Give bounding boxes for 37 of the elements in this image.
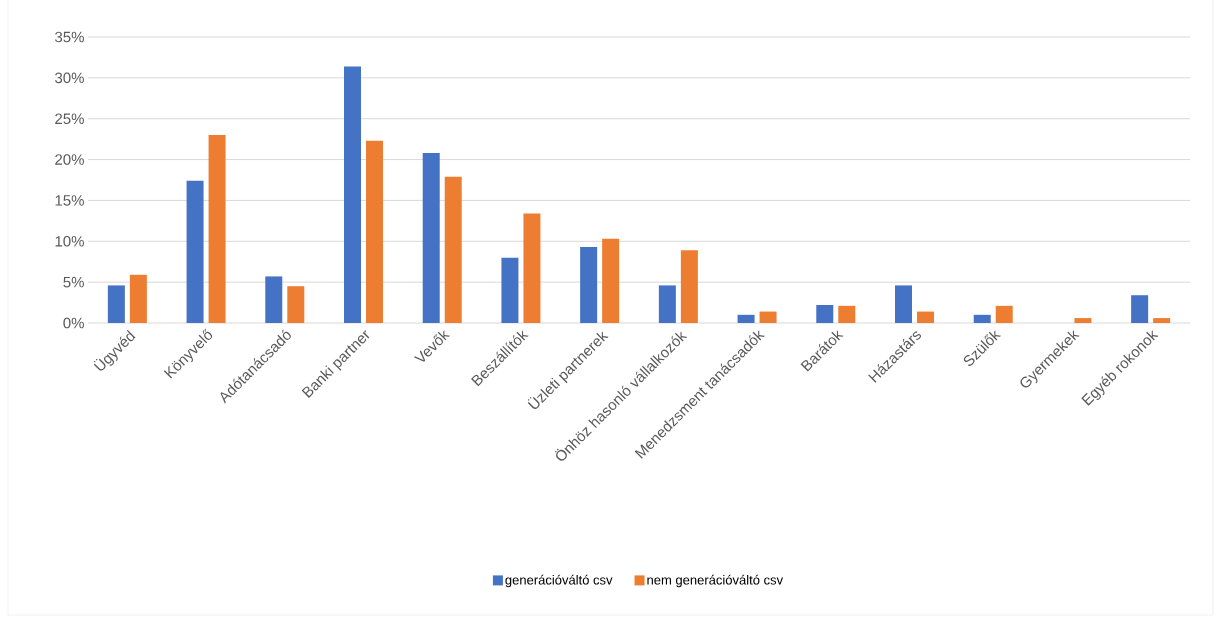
- bar: [680, 250, 698, 323]
- y-tick-label: 0%: [63, 317, 84, 329]
- bar: [995, 305, 1013, 323]
- bar: [838, 305, 856, 323]
- y-tick-label: 20%: [55, 154, 84, 165]
- bar: [444, 176, 462, 323]
- bar: [973, 314, 991, 323]
- bar: [366, 140, 383, 323]
- y-tick-label: 5%: [63, 276, 84, 288]
- bar: [208, 135, 226, 323]
- bar: [917, 311, 934, 323]
- bar: [895, 285, 912, 323]
- bar: [107, 285, 125, 323]
- bar: [737, 314, 755, 323]
- bar: [602, 238, 620, 323]
- bar: [1153, 318, 1171, 323]
- bar: [265, 276, 283, 323]
- bar: [344, 66, 361, 323]
- bar: [1074, 318, 1092, 323]
- bar: [759, 311, 777, 323]
- y-tick-label: 30%: [55, 72, 84, 84]
- legend-label: generációváltó csv: [505, 574, 613, 588]
- bar: [658, 285, 676, 323]
- bar: [580, 247, 598, 323]
- y-tick-label: 25%: [55, 113, 84, 125]
- y-tick-label: 15%: [55, 195, 84, 206]
- y-tick-label: 10%: [55, 235, 84, 247]
- bar: [422, 153, 440, 323]
- bar: [523, 213, 541, 323]
- bar: [501, 257, 519, 323]
- bar: [816, 305, 834, 323]
- y-tick-label: 35%: [55, 31, 84, 43]
- legend-label: nem generációváltó csv: [647, 574, 784, 588]
- bar: [186, 180, 204, 323]
- bar: [1131, 295, 1149, 323]
- bar: [129, 274, 147, 323]
- bar: [287, 286, 305, 323]
